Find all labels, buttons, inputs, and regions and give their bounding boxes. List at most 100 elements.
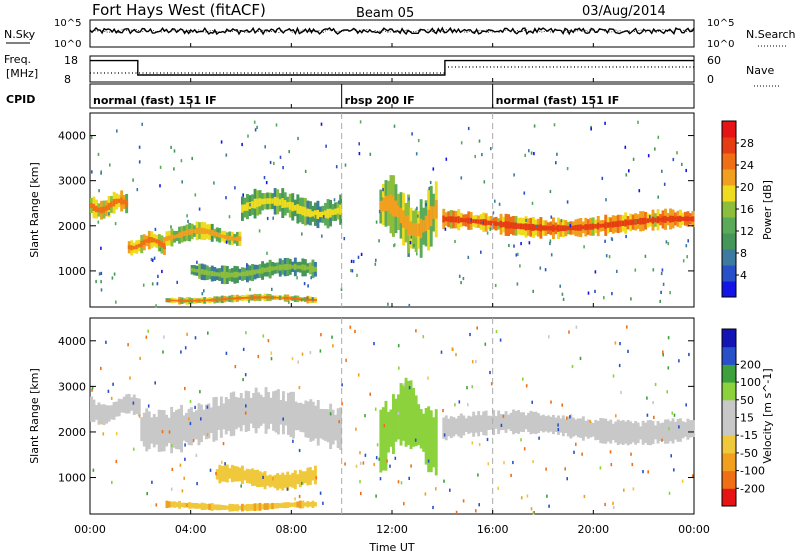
speckle-59 <box>245 404 247 408</box>
speckle-158 <box>624 145 627 149</box>
heat-core-2-26 <box>230 236 234 241</box>
speckle-67 <box>320 418 322 422</box>
heat-core-3-21 <box>293 205 297 211</box>
heat-core-7-20 <box>215 298 219 301</box>
heat-core-6-27 <box>258 268 262 274</box>
heat-cell-1-15 <box>177 408 181 450</box>
velocity-cb-label-3: -15 <box>740 429 758 442</box>
speckle-234 <box>522 377 524 381</box>
heat-core-4-2 <box>384 195 388 212</box>
speckle-14 <box>513 244 515 248</box>
speckle-233 <box>489 227 492 231</box>
heat-cell-3-72 <box>621 420 625 445</box>
speckle-243 <box>198 207 201 211</box>
speckle-255 <box>142 283 145 287</box>
heat-cell-0-8 <box>110 405 113 420</box>
heat-core-6-18 <box>236 271 239 278</box>
heat-core-3-11 <box>268 198 272 204</box>
speckle-53 <box>357 255 360 259</box>
speckle-257 <box>471 441 474 445</box>
speckle-113 <box>557 428 560 432</box>
speckle-45 <box>352 259 355 264</box>
speckle-64 <box>264 145 266 149</box>
speckle-111 <box>369 152 372 156</box>
heat-core-4-18 <box>424 215 428 232</box>
heat-core-7-1 <box>168 299 171 301</box>
speckle-240 <box>98 189 100 193</box>
heat-core-5-28 <box>512 222 515 229</box>
heat-cell-4-26 <box>281 472 285 491</box>
heat-core-3-33 <box>324 210 327 218</box>
heat-cell-2-21 <box>432 417 436 468</box>
heat-cell-3-10 <box>467 415 471 434</box>
heat-core-4-4 <box>389 194 393 214</box>
heat-core-0-7 <box>107 203 111 210</box>
speckle-48 <box>481 153 483 157</box>
heat-core-3-4 <box>251 201 254 208</box>
heat-cell-5-1 <box>168 501 171 508</box>
speckle-99 <box>215 472 217 476</box>
heat-cell-1-51 <box>267 392 270 430</box>
heat-cell-5-2 <box>170 501 174 508</box>
speckle-184 <box>132 447 135 451</box>
speckle-61 <box>341 383 343 387</box>
speckle-51 <box>520 438 522 442</box>
heat-core-3-7 <box>258 198 262 207</box>
heat-cell-1-54 <box>274 390 278 433</box>
speckle-54 <box>129 376 131 380</box>
speckle-133 <box>566 477 568 481</box>
heat-core-3-29 <box>314 210 317 219</box>
heat-core-3-25 <box>303 207 307 217</box>
speckle-253 <box>553 123 556 127</box>
heat-core-5-87 <box>659 217 662 222</box>
speckle-157 <box>189 421 192 426</box>
speckle-78 <box>403 502 405 506</box>
speckle-94 <box>357 373 360 377</box>
heat-core-5-85 <box>654 217 657 223</box>
speckle-97 <box>249 203 251 207</box>
heat-cell-5-39 <box>263 503 267 510</box>
speckle-23 <box>181 180 183 184</box>
speckle-16 <box>187 219 189 223</box>
speckle-247 <box>415 152 418 156</box>
speckle-160 <box>222 442 225 446</box>
speckle-190 <box>209 468 212 472</box>
heat-cell-5-37 <box>258 502 262 511</box>
heat-cell-5-16 <box>205 503 209 510</box>
heat-core-5-49 <box>564 225 568 231</box>
heat-cell-5-47 <box>283 502 287 509</box>
speckle-187 <box>627 349 629 353</box>
speckle-178 <box>100 288 103 292</box>
heat-core-7-32 <box>246 296 249 299</box>
heat-core-5-12 <box>472 219 476 223</box>
speckle-10 <box>410 464 412 468</box>
speckle-213 <box>225 196 227 200</box>
speckle-227 <box>458 274 461 278</box>
speckle-21 <box>673 468 675 472</box>
speckle-22 <box>502 414 505 418</box>
heat-core-6-49 <box>314 266 317 272</box>
speckle-84 <box>155 304 157 308</box>
heat-core-7-47 <box>283 296 287 300</box>
heat-core-5-4 <box>452 216 456 223</box>
speckle-118 <box>115 459 118 464</box>
speckle-194 <box>206 433 209 437</box>
heat-cell-2-2 <box>384 400 388 471</box>
heat-cell-1-35 <box>227 399 231 431</box>
speckle-217 <box>659 299 661 303</box>
heat-cell-1-72 <box>319 408 323 439</box>
heat-cell-0-18 <box>135 397 139 414</box>
heat-cell-1-32 <box>219 396 223 438</box>
heat-cell-3-63 <box>599 418 603 444</box>
speckle-49 <box>462 499 465 503</box>
speckle-127 <box>594 270 597 274</box>
heat-core-4-10 <box>404 216 408 230</box>
heat-core-5-93 <box>674 216 677 221</box>
speckle-80 <box>225 153 228 157</box>
speckle-70 <box>375 258 377 262</box>
speckle-152 <box>170 145 172 149</box>
heat-cell-3-53 <box>574 419 578 436</box>
heat-core-0-14 <box>125 200 129 207</box>
speckle-231 <box>183 476 185 480</box>
heat-core-7-33 <box>248 296 252 299</box>
